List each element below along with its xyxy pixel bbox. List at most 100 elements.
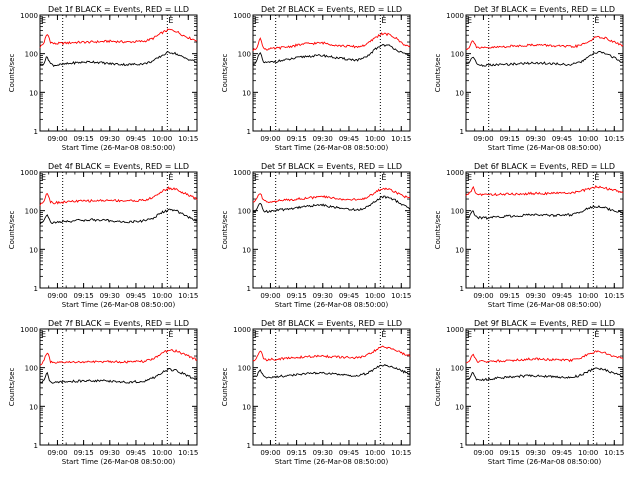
y-tick-label: 1000 bbox=[20, 326, 38, 334]
event-marker-label: E bbox=[467, 16, 472, 25]
x-tick-label: 10:15 bbox=[391, 135, 411, 143]
x-tick-label: 09:45 bbox=[552, 292, 572, 300]
event-marker-label: E bbox=[254, 16, 259, 25]
plot-title: Det 5f BLACK = Events, RED = LLD bbox=[261, 162, 402, 171]
events-series-line bbox=[252, 195, 411, 214]
events-series-line bbox=[39, 51, 198, 67]
x-tick-label: 10:00 bbox=[578, 135, 598, 143]
event-marker-label: E bbox=[254, 173, 259, 182]
x-tick-label: 09:00 bbox=[473, 135, 493, 143]
x-tick-label: 09:30 bbox=[313, 292, 333, 300]
x-tick-label: 10:15 bbox=[391, 292, 411, 300]
y-tick-label: 100 bbox=[25, 51, 38, 59]
lld-series-line bbox=[39, 186, 198, 206]
plot-frame bbox=[465, 328, 624, 446]
plot-title: Det 1f BLACK = Events, RED = LLD bbox=[48, 5, 189, 14]
y-axis-label: Counts/sec bbox=[8, 368, 16, 407]
y-tick-label: 1000 bbox=[233, 12, 251, 20]
y-tick-label: 1000 bbox=[20, 12, 38, 20]
event-marker-label: E bbox=[168, 173, 173, 182]
plot-frame bbox=[39, 14, 198, 132]
x-tick-label: 10:15 bbox=[178, 135, 198, 143]
y-tick-label: 10 bbox=[29, 403, 38, 411]
events-series-line bbox=[465, 50, 624, 67]
y-tick-label: 1 bbox=[247, 285, 251, 293]
event-marker-label: E bbox=[381, 330, 386, 339]
y-tick-label: 1 bbox=[460, 442, 464, 450]
x-tick-label: 09:30 bbox=[526, 292, 546, 300]
x-tick-label: 09:00 bbox=[260, 135, 280, 143]
y-axis-label: Counts/sec bbox=[8, 211, 16, 250]
plot-panel-9: Det 9f BLACK = Events, RED = LLD 1 10 100 10… bbox=[434, 319, 624, 466]
x-tick-label: 09:00 bbox=[260, 449, 280, 457]
x-tick-label: 09:00 bbox=[473, 449, 493, 457]
x-axis-label: Start Time (26-Mar-08 08:50:00) bbox=[488, 144, 602, 152]
x-tick-label: 09:30 bbox=[313, 135, 333, 143]
event-marker-label: E bbox=[41, 16, 46, 25]
x-tick-label: 10:00 bbox=[152, 449, 172, 457]
plot-panel-3: Det 3f BLACK = Events, RED = LLD 1 10 100 10… bbox=[434, 5, 624, 152]
plot-frame bbox=[465, 171, 624, 289]
x-axis-label: Start Time (26-Mar-08 08:50:00) bbox=[275, 301, 389, 309]
y-tick-label: 100 bbox=[25, 208, 38, 216]
y-tick-label: 10 bbox=[455, 403, 464, 411]
y-tick-label: 100 bbox=[25, 365, 38, 373]
x-tick-label: 10:15 bbox=[178, 449, 198, 457]
x-tick-label: 10:15 bbox=[604, 292, 624, 300]
plot-frame bbox=[252, 171, 411, 289]
plot-title: Det 7f BLACK = Events, RED = LLD bbox=[48, 319, 189, 328]
y-axis-label: Counts/sec bbox=[221, 368, 229, 407]
events-series-line bbox=[252, 364, 411, 379]
x-axis-label: Start Time (26-Mar-08 08:50:00) bbox=[62, 144, 176, 152]
y-tick-label: 100 bbox=[451, 365, 464, 373]
x-tick-label: 09:45 bbox=[339, 135, 359, 143]
y-tick-label: 1 bbox=[247, 442, 251, 450]
x-tick-label: 09:30 bbox=[313, 449, 333, 457]
x-axis-label: Start Time (26-Mar-08 08:50:00) bbox=[488, 458, 602, 466]
y-tick-label: 10 bbox=[29, 246, 38, 254]
plot-title: Det 3f BLACK = Events, RED = LLD bbox=[474, 5, 615, 14]
y-tick-label: 1 bbox=[34, 128, 38, 136]
event-marker-label: E bbox=[41, 330, 46, 339]
x-tick-label: 10:00 bbox=[578, 292, 598, 300]
y-tick-label: 10 bbox=[455, 89, 464, 97]
event-marker-label: E bbox=[41, 173, 46, 182]
y-tick-label: 100 bbox=[238, 365, 251, 373]
plot-frame bbox=[252, 328, 411, 446]
x-axis-label: Start Time (26-Mar-08 08:50:00) bbox=[275, 144, 389, 152]
x-axis-label: Start Time (26-Mar-08 08:50:00) bbox=[275, 458, 389, 466]
y-tick-label: 1000 bbox=[446, 12, 464, 20]
x-tick-label: 09:15 bbox=[287, 292, 307, 300]
x-tick-label: 10:00 bbox=[365, 449, 385, 457]
x-axis-label: Start Time (26-Mar-08 08:50:00) bbox=[62, 301, 176, 309]
x-tick-label: 09:15 bbox=[287, 449, 307, 457]
event-marker-label: E bbox=[254, 330, 259, 339]
plot-frame bbox=[39, 171, 198, 289]
y-axis-label: Counts/sec bbox=[434, 368, 442, 407]
lld-series-line bbox=[465, 350, 624, 364]
y-tick-label: 100 bbox=[238, 51, 251, 59]
x-tick-label: 09:00 bbox=[47, 449, 67, 457]
x-tick-label: 09:45 bbox=[126, 449, 146, 457]
events-series-line bbox=[39, 208, 198, 225]
y-tick-label: 1 bbox=[460, 128, 464, 136]
lld-series-line bbox=[465, 35, 624, 51]
y-tick-label: 10 bbox=[242, 89, 251, 97]
lld-series-line bbox=[252, 345, 411, 362]
x-tick-label: 09:00 bbox=[47, 135, 67, 143]
plot-title: Det 4f BLACK = Events, RED = LLD bbox=[48, 162, 189, 171]
y-tick-label: 1000 bbox=[233, 169, 251, 177]
x-tick-label: 09:30 bbox=[100, 449, 120, 457]
y-tick-label: 1 bbox=[34, 285, 38, 293]
y-axis-label: Counts/sec bbox=[8, 54, 16, 93]
x-tick-label: 10:15 bbox=[178, 292, 198, 300]
y-tick-label: 1 bbox=[460, 285, 464, 293]
y-axis-label: Counts/sec bbox=[434, 54, 442, 93]
x-tick-label: 10:00 bbox=[578, 449, 598, 457]
y-axis-label: Counts/sec bbox=[221, 54, 229, 93]
y-axis-label: Counts/sec bbox=[221, 211, 229, 250]
y-tick-label: 100 bbox=[451, 51, 464, 59]
plot-panel-4: Det 4f BLACK = Events, RED = LLD 1 10 100 10… bbox=[8, 162, 198, 309]
x-tick-label: 09:15 bbox=[500, 449, 520, 457]
plot-frame bbox=[252, 14, 411, 132]
